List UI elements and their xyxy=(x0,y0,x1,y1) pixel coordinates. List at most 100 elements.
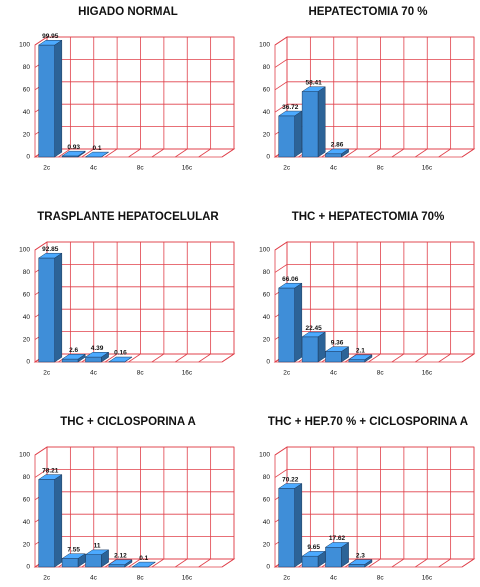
x-tick-label: 16c xyxy=(422,370,433,377)
x-tick-label: 8c xyxy=(377,575,385,582)
grid-line xyxy=(274,241,474,251)
bar-front xyxy=(38,479,55,568)
x-tick-label: 2c xyxy=(43,575,51,582)
x-tick-label: 8c xyxy=(137,575,145,582)
grid-line xyxy=(274,263,474,273)
floor-line xyxy=(175,558,188,568)
bar-front xyxy=(38,44,55,158)
bar-front xyxy=(85,356,102,363)
bar-side xyxy=(54,252,63,363)
x-tick-label: 8c xyxy=(137,370,145,377)
floor-line xyxy=(368,148,381,158)
bar-front xyxy=(278,488,295,568)
floor-line xyxy=(128,353,141,363)
bar-top xyxy=(84,352,110,358)
value-label: 66.06 xyxy=(282,276,299,283)
floor-line xyxy=(438,148,451,158)
bar-front xyxy=(301,336,319,363)
grid-line xyxy=(34,446,234,456)
bar xyxy=(108,356,133,363)
y-tick-label: 40 xyxy=(23,519,31,526)
y-tick-label: 80 xyxy=(23,474,31,481)
chart-title: HEPATECTOMIA 70 % xyxy=(308,6,427,18)
value-label: 2.6 xyxy=(69,347,78,354)
y-tick-label: 100 xyxy=(19,247,30,254)
bar-top xyxy=(37,474,63,480)
bar-front xyxy=(61,358,79,363)
floor-line xyxy=(104,148,118,158)
floor-line xyxy=(415,148,428,158)
grid-line xyxy=(34,126,234,135)
bar xyxy=(324,346,350,363)
bar xyxy=(277,110,303,158)
floor-line xyxy=(391,148,405,158)
bar xyxy=(84,351,110,363)
floor-line xyxy=(415,353,428,363)
grid-line xyxy=(34,241,234,251)
bar xyxy=(61,353,87,363)
bar-front xyxy=(108,564,126,568)
bar xyxy=(108,559,133,568)
bar xyxy=(37,252,63,363)
bar-top xyxy=(84,151,110,158)
value-label: 11 xyxy=(94,543,101,550)
floor-line xyxy=(198,353,211,363)
grid-line xyxy=(34,468,234,478)
floor-line xyxy=(198,558,211,568)
grid-line xyxy=(274,491,474,501)
x-tick-label: 16c xyxy=(422,575,433,582)
x-tick-label: 4c xyxy=(330,165,338,172)
bar-side xyxy=(54,39,63,158)
y-tick-label: 100 xyxy=(259,247,270,254)
bar-top xyxy=(37,40,63,46)
floor-line xyxy=(415,558,428,568)
grid-line xyxy=(34,263,234,273)
floor-line xyxy=(81,148,94,158)
y-tick-label: 40 xyxy=(23,314,31,321)
y-tick-label: 80 xyxy=(263,269,271,276)
bar xyxy=(301,331,327,363)
grid-line xyxy=(274,536,474,545)
floor-line xyxy=(221,148,235,158)
bar-front xyxy=(61,558,79,568)
x-tick-label: 2c xyxy=(283,575,291,582)
bar-top xyxy=(108,559,133,565)
bar xyxy=(301,550,327,568)
floor-line xyxy=(368,558,381,568)
bar-front xyxy=(325,547,342,568)
floor-line xyxy=(128,558,141,568)
grid-line xyxy=(34,36,234,46)
grid-line xyxy=(274,513,474,523)
y-tick-label: 80 xyxy=(263,474,271,481)
y-tick-label: 40 xyxy=(263,314,271,321)
chart-title: THC + CICLOSPORINA A xyxy=(60,416,196,428)
bar xyxy=(131,561,157,568)
bar-side xyxy=(294,483,303,568)
bar-top xyxy=(324,346,350,352)
value-label: 9.65 xyxy=(307,544,320,551)
grid-line xyxy=(34,81,234,91)
x-tick-label: 16c xyxy=(182,575,193,582)
grid-line xyxy=(34,513,234,523)
y-tick-label: 80 xyxy=(263,64,271,71)
floor-line xyxy=(175,148,188,158)
chart-title: TRASPLANTE HEPATOCELULAR xyxy=(37,211,219,223)
bar-side xyxy=(317,86,326,158)
floor-line xyxy=(391,558,405,568)
grid-line xyxy=(34,286,234,296)
grid-line xyxy=(34,331,234,340)
bar xyxy=(61,553,87,568)
bar-top xyxy=(277,110,303,117)
floor-line xyxy=(461,148,475,158)
y-tick-label: 100 xyxy=(259,452,270,459)
y-tick-label: 0 xyxy=(266,564,270,571)
y-tick-label: 60 xyxy=(23,497,31,504)
y-tick-label: 0 xyxy=(266,154,270,161)
grid-line xyxy=(274,446,474,456)
chart-panel: THC + HEP.70 % + CICLOSPORINA A 0 20 40 60 80… xyxy=(259,416,476,582)
bar-front xyxy=(85,554,102,568)
x-tick-label: 4c xyxy=(90,165,98,172)
x-tick-label: 2c xyxy=(43,370,51,377)
y-tick-label: 40 xyxy=(263,519,271,526)
bar xyxy=(37,39,63,158)
